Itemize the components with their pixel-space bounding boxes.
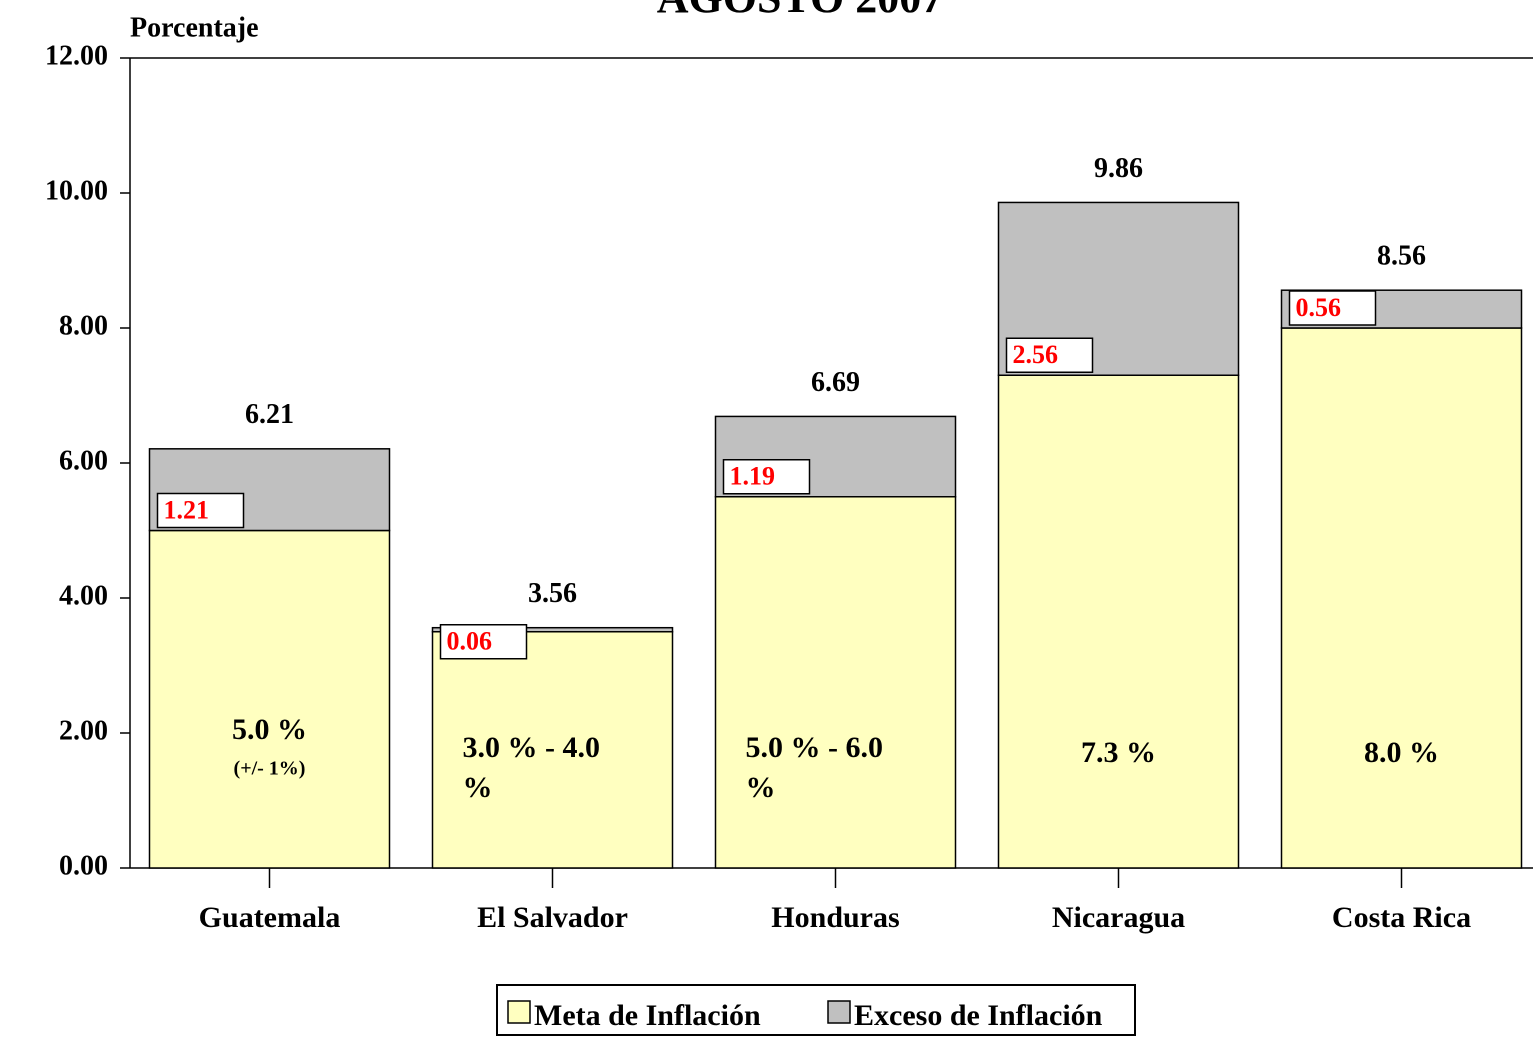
excess-label-box (156, 492, 245, 529)
x-tick-label: Honduras (771, 901, 899, 934)
excess-label: 2.56 (1013, 340, 1059, 369)
y-tick-label: 4.00 (59, 580, 108, 611)
y-tick-label: 10.00 (45, 175, 108, 206)
x-tick-label: El Salvador (477, 901, 628, 934)
legend-label: Exceso de Inflación (854, 999, 1103, 1032)
total-label: 3.56 (528, 578, 577, 609)
y-axis-label: Porcentaje (130, 12, 259, 43)
target-annotation: 3.0 % - 4.0 (463, 731, 601, 764)
legend-swatch (507, 1000, 531, 1024)
legend-swatch (827, 1000, 851, 1024)
total-label: 6.21 (245, 399, 294, 430)
y-tick-label: 8.00 (59, 310, 108, 341)
target-annotation: 5.0 % - 6.0 (746, 731, 884, 764)
total-label: 9.86 (1094, 153, 1143, 184)
excess-label: 0.56 (1296, 293, 1342, 322)
target-annotation: (+/- 1%) (234, 758, 306, 780)
excess-label: 1.21 (164, 495, 210, 524)
legend-box (496, 984, 1136, 1036)
x-tick-label: Guatemala (199, 901, 341, 934)
y-tick-label: 12.00 (45, 40, 108, 71)
bar-segment (997, 201, 1240, 376)
target-annotation: 7.3 % (1081, 736, 1156, 769)
bar-segment (148, 448, 391, 532)
excess-label: 1.19 (730, 462, 776, 491)
y-tick-label: 0.00 (59, 850, 108, 881)
bar-segment (1280, 327, 1523, 869)
excess-label-box (1005, 337, 1094, 373)
bar-segment (431, 631, 674, 869)
bar-segment (997, 374, 1240, 869)
bar-segment (714, 496, 957, 869)
excess-label-box (439, 624, 528, 660)
total-label: 8.56 (1377, 241, 1426, 272)
legend-label: Meta de Inflación (534, 999, 761, 1032)
target-annotation: 5.0 % (232, 713, 307, 746)
target-annotation: 8.0 % (1364, 736, 1439, 769)
target-annotation: % (463, 771, 493, 804)
excess-label-box (1288, 290, 1377, 326)
y-tick-label: 2.00 (59, 715, 108, 746)
bar-segment (148, 529, 391, 869)
x-tick-label: Nicaragua (1052, 901, 1185, 934)
excess-label-box (722, 459, 811, 495)
x-tick-label: Costa Rica (1332, 901, 1471, 934)
target-annotation: % (746, 771, 776, 804)
chart-title: AGOSTO 2007 (657, 0, 943, 22)
y-tick-label: 6.00 (59, 445, 108, 476)
excess-label: 0.06 (447, 627, 493, 656)
bar-segment (431, 626, 674, 633)
total-label: 6.69 (811, 367, 860, 398)
